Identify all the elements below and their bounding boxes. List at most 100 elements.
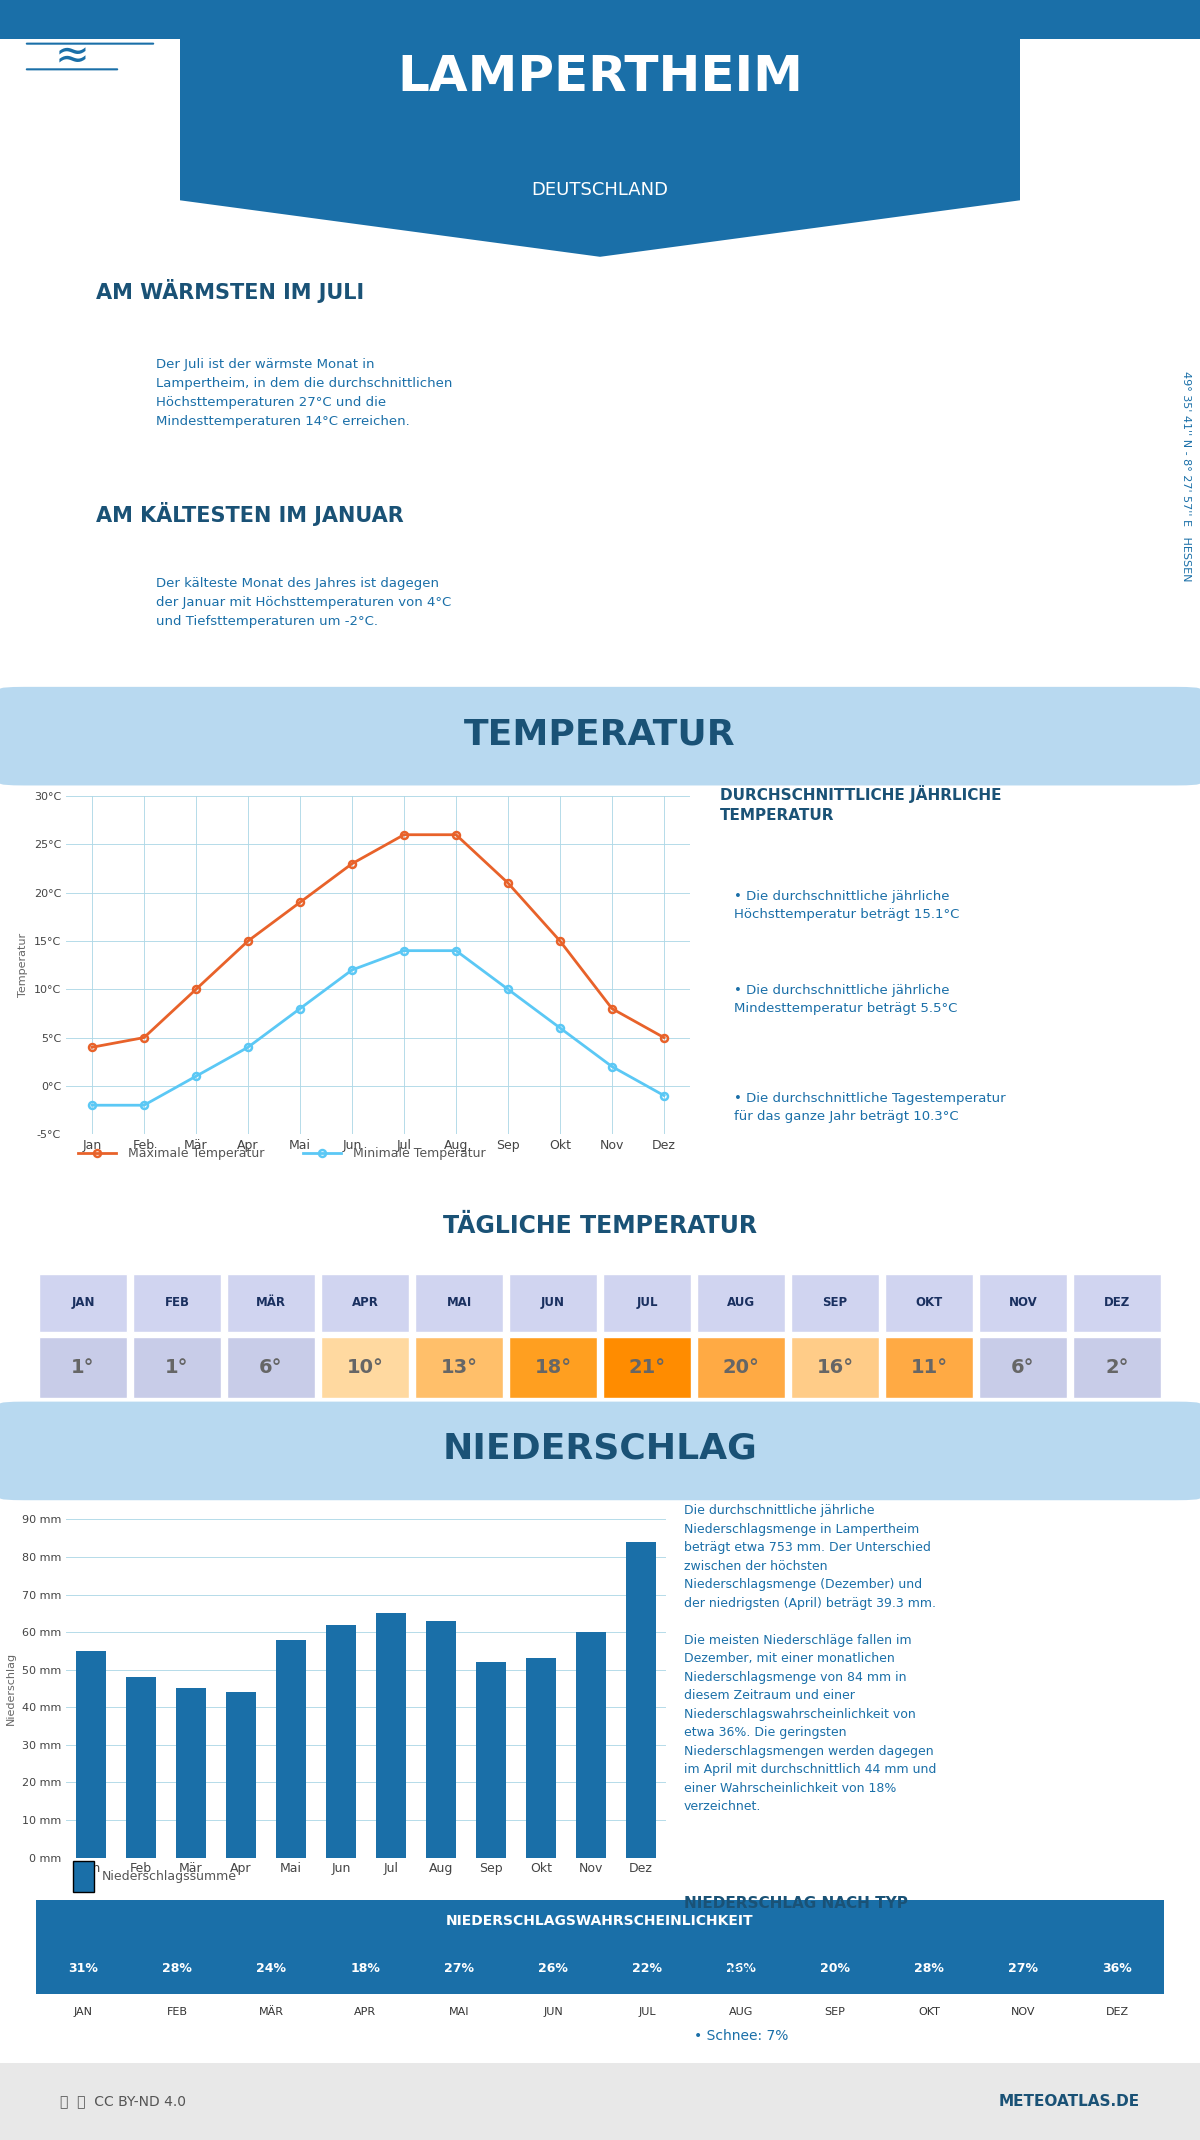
FancyBboxPatch shape [791,1273,880,1331]
Text: • Die durchschnittliche jährliche
Höchsttemperatur beträgt 15.1°C: • Die durchschnittliche jährliche Höchst… [733,890,959,920]
Text: JUL: JUL [638,2007,656,2016]
FancyBboxPatch shape [415,1338,503,1397]
FancyBboxPatch shape [697,1273,785,1331]
FancyBboxPatch shape [697,1338,785,1397]
Text: 20%: 20% [820,1962,850,1975]
FancyBboxPatch shape [73,1862,95,1892]
Text: FEB: FEB [164,1297,190,1310]
Text: AM WÄRMSTEN IM JULI: AM WÄRMSTEN IM JULI [96,278,364,302]
Text: MÄR: MÄR [256,1297,286,1310]
Y-axis label: Temperatur: Temperatur [18,933,29,997]
FancyBboxPatch shape [38,1273,127,1331]
FancyBboxPatch shape [415,1273,503,1331]
Text: JAN: JAN [73,2007,92,2016]
Bar [126,1678,156,1858]
FancyBboxPatch shape [1073,1273,1162,1331]
Text: AM KÄLTESTEN IM JANUAR: AM KÄLTESTEN IM JANUAR [96,503,403,526]
Text: Niederschlagssumme: Niederschlagssumme [102,1870,238,1883]
Text: 22%: 22% [632,1962,662,1975]
Text: Der Juli ist der wärmste Monat in
Lampertheim, in dem die durchschnittlichen
Höc: Der Juli ist der wärmste Monat in Lamper… [156,357,452,428]
Text: 21°: 21° [629,1357,666,1376]
Text: NIEDERSCHLAG NACH TYP: NIEDERSCHLAG NACH TYP [684,1896,908,1911]
FancyBboxPatch shape [320,1273,409,1331]
Text: 6°: 6° [1012,1357,1034,1376]
Text: 13°: 13° [440,1357,478,1376]
Polygon shape [180,0,1020,257]
Text: 28%: 28% [914,1962,944,1975]
FancyBboxPatch shape [602,1273,691,1331]
Text: OKT: OKT [916,1297,943,1310]
FancyBboxPatch shape [884,1338,973,1397]
Text: DEZ: DEZ [1105,2007,1128,2016]
FancyBboxPatch shape [0,0,1200,39]
Text: JUN: JUN [544,2007,563,2016]
Text: Minimale Temperatur: Minimale Temperatur [353,1147,486,1160]
Text: 27%: 27% [444,1962,474,1975]
Text: 1°: 1° [71,1357,95,1376]
Text: NOV: NOV [1009,1297,1037,1310]
FancyBboxPatch shape [227,1273,316,1331]
Text: 16°: 16° [816,1357,853,1376]
Text: Maximale Temperatur: Maximale Temperatur [128,1147,265,1160]
Text: 26%: 26% [726,1962,756,1975]
Text: AUG: AUG [727,1297,755,1310]
Text: FEB: FEB [167,2007,187,2016]
Text: 6°: 6° [259,1357,283,1376]
FancyBboxPatch shape [509,1273,598,1331]
Text: 26%: 26% [538,1962,568,1975]
Text: 24%: 24% [256,1962,286,1975]
Bar [176,1688,206,1858]
FancyBboxPatch shape [1073,1338,1162,1397]
Text: 36%: 36% [1102,1962,1132,1975]
Text: SEP: SEP [822,1297,847,1310]
Text: 49° 35' 41'' N - 8° 27' 57'' E   HESSEN: 49° 35' 41'' N - 8° 27' 57'' E HESSEN [1181,370,1190,582]
Bar [426,1620,456,1858]
Text: 28%: 28% [162,1962,192,1975]
Text: APR: APR [354,2007,376,2016]
Text: METEOATLAS.DE: METEOATLAS.DE [998,2093,1140,2110]
Bar [476,1663,506,1858]
Text: MAI: MAI [446,1297,472,1310]
Text: 27%: 27% [1008,1962,1038,1975]
Text: JAN: JAN [71,1297,95,1310]
Text: NIEDERSCHLAGSWAHRSCHEINLICHKEIT: NIEDERSCHLAGSWAHRSCHEINLICHKEIT [446,1913,754,1928]
Text: NIEDERSCHLAG: NIEDERSCHLAG [443,1432,757,1466]
Text: 18%: 18% [350,1962,380,1975]
Text: SEP: SEP [824,2007,846,2016]
Bar [326,1624,356,1858]
Y-axis label: Niederschlag: Niederschlag [6,1652,17,1725]
Text: 2°: 2° [1105,1357,1129,1376]
FancyBboxPatch shape [0,1402,1200,1500]
FancyBboxPatch shape [25,1900,1175,1994]
Text: Ⓒ  ⓘ  CC BY-ND 4.0: Ⓒ ⓘ CC BY-ND 4.0 [60,2095,186,2108]
Text: LAMPERTHEIM: LAMPERTHEIM [397,54,803,101]
Bar [376,1614,406,1858]
Text: DURCHSCHNITTLICHE JÄHRLICHE
TEMPERATUR: DURCHSCHNITTLICHE JÄHRLICHE TEMPERATUR [720,785,1002,824]
Text: • Regen: 93%: • Regen: 93% [694,1962,790,1977]
Text: • Die durchschnittliche Tagestemperatur
für das ganze Jahr beträgt 10.3°C: • Die durchschnittliche Tagestemperatur … [733,1091,1006,1124]
Text: APR: APR [352,1297,378,1310]
Text: 11°: 11° [911,1357,948,1376]
FancyBboxPatch shape [0,2063,1200,2140]
Bar [226,1693,256,1858]
FancyBboxPatch shape [509,1338,598,1397]
FancyBboxPatch shape [38,1338,127,1397]
Text: • Schnee: 7%: • Schnee: 7% [694,2029,788,2044]
FancyBboxPatch shape [133,1338,221,1397]
Text: 1°: 1° [166,1357,188,1376]
FancyBboxPatch shape [227,1338,316,1397]
Text: Die durchschnittliche jährliche
Niederschlagsmenge in Lampertheim
beträgt etwa 7: Die durchschnittliche jährliche Niedersc… [684,1504,936,1813]
FancyBboxPatch shape [884,1273,973,1331]
Text: AUG: AUG [728,2007,754,2016]
Bar [576,1633,606,1858]
Text: 31%: 31% [68,1962,98,1975]
Text: ≈: ≈ [54,36,90,77]
FancyBboxPatch shape [320,1338,409,1397]
Text: • Die durchschnittliche jährliche
Mindesttemperatur beträgt 5.5°C: • Die durchschnittliche jährliche Mindes… [733,984,958,1014]
Bar [526,1658,556,1858]
Text: 18°: 18° [534,1357,571,1376]
FancyBboxPatch shape [979,1273,1067,1331]
FancyBboxPatch shape [133,1273,221,1331]
FancyBboxPatch shape [791,1338,880,1397]
Bar [276,1639,306,1858]
